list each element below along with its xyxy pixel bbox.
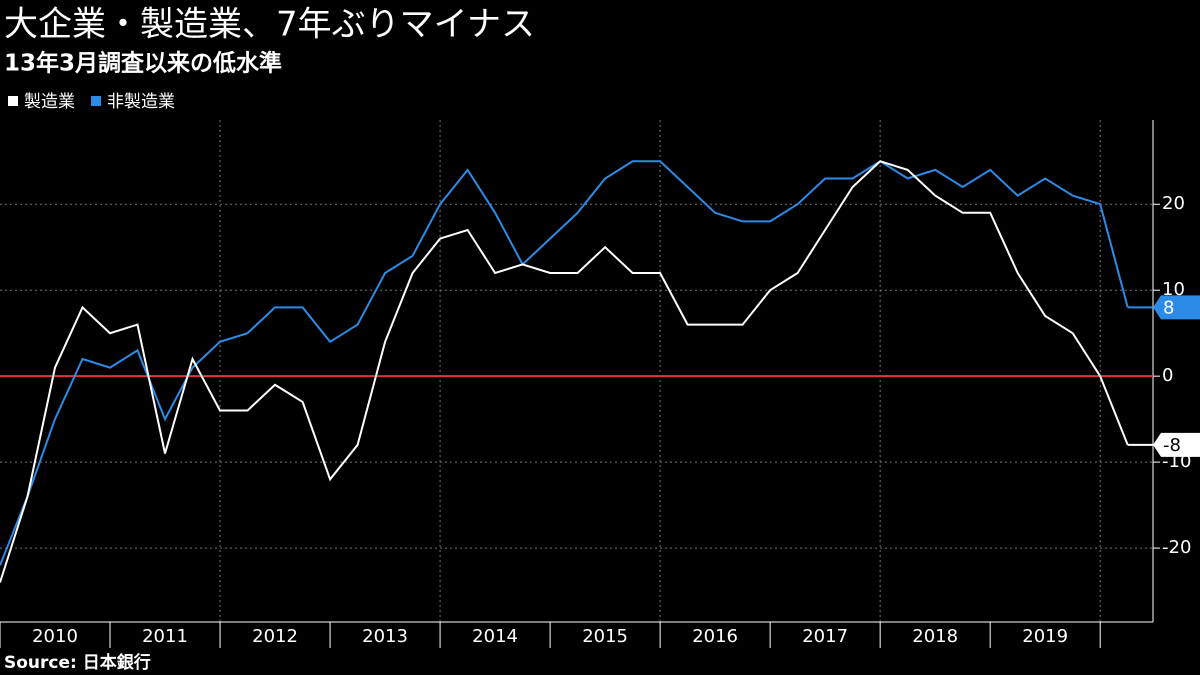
legend-label: 非製造業 [107, 92, 175, 112]
x-tick-label: 2015 [582, 626, 628, 647]
x-tick-label: 2012 [252, 626, 298, 647]
legend-swatch [8, 96, 18, 106]
y-tick-label: 20 [1162, 193, 1185, 214]
x-tick-label: 2018 [912, 626, 958, 647]
end-label-text: -8 [1163, 435, 1181, 456]
x-tick-label: 2014 [472, 626, 518, 647]
end-label-text: 8 [1163, 297, 1174, 318]
x-tick-label: 2010 [32, 626, 78, 647]
legend-label: 製造業 [24, 92, 75, 112]
y-tick-label: -20 [1162, 537, 1191, 558]
source: Source: 日本銀行 [4, 652, 151, 673]
series-line [0, 160, 1129, 566]
end-label-box [1153, 432, 1200, 457]
x-tick-label: 2011 [142, 626, 188, 647]
y-tick-label: 0 [1162, 365, 1173, 386]
chart-subtitle: 13年3月調査以来の低水準 [4, 50, 282, 77]
x-tick-label: 2019 [1022, 626, 1068, 647]
end-label: 8 [1153, 295, 1200, 320]
x-tick-label: 2013 [362, 626, 408, 647]
chart-title: 大企業・製造業、7年ぶりマイナス [4, 5, 535, 45]
x-tick-label: 2016 [692, 626, 738, 647]
legend-swatch [91, 96, 101, 106]
x-tick-label: 2017 [802, 626, 848, 647]
end-label: -8 [1153, 432, 1200, 457]
end-label-box [1153, 295, 1200, 320]
y-tick-label: 10 [1162, 279, 1185, 300]
series-line [0, 160, 1129, 583]
